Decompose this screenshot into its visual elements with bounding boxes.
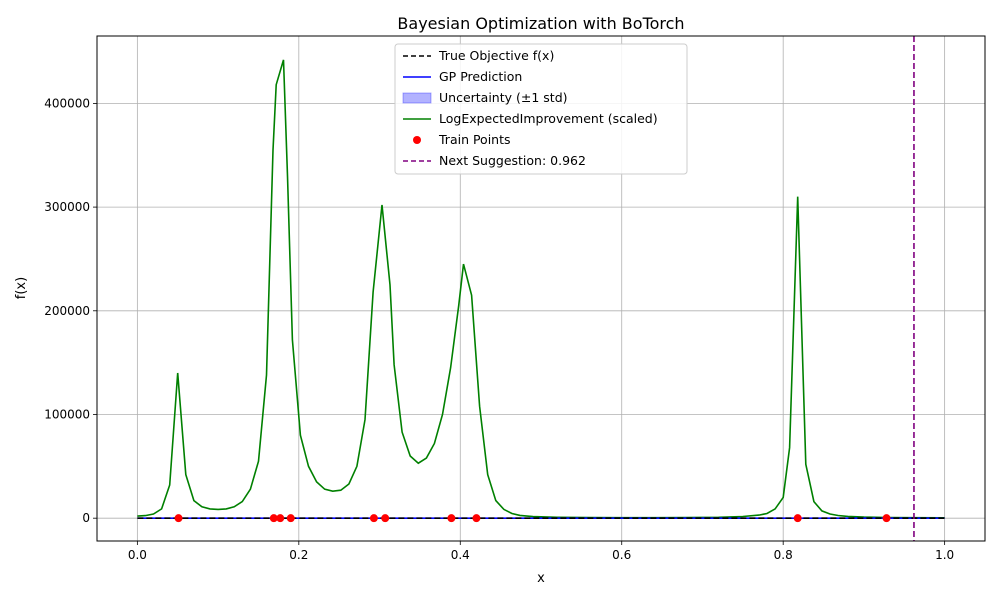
train-point bbox=[369, 514, 378, 523]
x-axis-label: x bbox=[537, 571, 545, 586]
x-tick-label: 1.0 bbox=[935, 548, 954, 562]
legend-label: True Objective f(x) bbox=[438, 48, 554, 63]
train-point bbox=[381, 514, 390, 523]
train-point bbox=[286, 514, 295, 523]
series-line-logexpectedimprovement-scaled bbox=[137, 59, 945, 519]
x-tick-label: 0.8 bbox=[774, 548, 793, 562]
legend-swatch-patch bbox=[402, 92, 432, 104]
train-point bbox=[447, 514, 456, 523]
train-point bbox=[174, 514, 183, 523]
y-tick-label: 400000 bbox=[44, 96, 90, 110]
y-tick-label: 0 bbox=[82, 511, 90, 525]
y-tick-label: 300000 bbox=[44, 200, 90, 214]
legend-label: Uncertainty (±1 std) bbox=[439, 90, 568, 105]
train-point bbox=[472, 514, 481, 523]
train-point bbox=[793, 514, 802, 523]
legend-label: Train Points bbox=[438, 132, 511, 147]
legend-label: GP Prediction bbox=[439, 69, 522, 84]
y-tick-label: 200000 bbox=[44, 304, 90, 318]
train-point bbox=[276, 514, 285, 523]
y-tick-label: 100000 bbox=[44, 407, 90, 421]
legend-box bbox=[394, 43, 688, 175]
ticks: 0.0 0.2 0.4 0.6 0.8 1.0 0 100000 200000 300000 400… bbox=[44, 96, 954, 562]
legend: True Objective f(x) GP Prediction Uncertai… bbox=[394, 43, 688, 175]
train-point bbox=[269, 514, 278, 523]
y-axis-label: f(x) bbox=[14, 277, 29, 299]
axes-frame bbox=[96, 35, 986, 542]
legend-label: LogExpectedImprovement (scaled) bbox=[439, 111, 658, 126]
legend-swatch-marker bbox=[413, 136, 421, 144]
legend-label: Next Suggestion: 0.962 bbox=[439, 153, 586, 168]
chart-title: Bayesian Optimization with BoTorch bbox=[397, 14, 684, 33]
x-tick-label: 0.6 bbox=[612, 548, 631, 562]
train-point bbox=[882, 514, 891, 523]
x-tick-label: 0.0 bbox=[128, 548, 147, 562]
x-tick-label: 0.2 bbox=[289, 548, 308, 562]
plot-area bbox=[137, 36, 945, 541]
x-tick-label: 0.4 bbox=[451, 548, 470, 562]
